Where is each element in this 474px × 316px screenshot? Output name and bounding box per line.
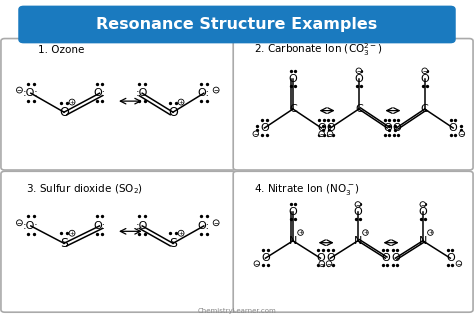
Text: O: O xyxy=(354,207,362,217)
Text: O: O xyxy=(289,207,297,217)
Text: O: O xyxy=(168,106,178,119)
Text: −: − xyxy=(319,261,324,266)
Text: −: − xyxy=(213,88,219,93)
Text: +: + xyxy=(363,230,368,235)
Text: O: O xyxy=(391,253,400,263)
Text: :O: :O xyxy=(136,88,148,98)
Text: N: N xyxy=(419,236,427,246)
Text: O: O xyxy=(420,74,429,84)
Text: C: C xyxy=(421,104,428,114)
Text: C: C xyxy=(289,104,297,114)
Text: 2. Carbonate Ion (CO$_3^{2-}$): 2. Carbonate Ion (CO$_3^{2-}$) xyxy=(254,41,382,58)
Text: C: C xyxy=(355,104,363,114)
Text: O: O xyxy=(419,207,427,217)
Text: −: − xyxy=(255,261,259,266)
Text: O: O xyxy=(59,106,69,119)
FancyBboxPatch shape xyxy=(233,171,473,312)
Text: S: S xyxy=(169,237,177,250)
Text: −: − xyxy=(254,131,258,136)
Text: :O:: :O: xyxy=(23,88,39,98)
Text: −: − xyxy=(356,202,360,207)
Text: +: + xyxy=(428,230,433,235)
Text: −: − xyxy=(328,131,332,136)
Text: −: − xyxy=(213,220,219,225)
FancyBboxPatch shape xyxy=(1,171,236,312)
Text: N: N xyxy=(289,236,297,246)
Text: −: − xyxy=(456,261,461,266)
Text: +: + xyxy=(69,231,75,236)
Text: −: − xyxy=(420,202,425,207)
Text: O: O xyxy=(317,123,326,133)
Text: 3. Sulfur dioxide (SO$_2$): 3. Sulfur dioxide (SO$_2$) xyxy=(26,183,143,197)
Text: O: O xyxy=(316,253,325,263)
Text: O: O xyxy=(392,123,401,133)
Text: 4. Nitrate Ion (NO$_3^-$): 4. Nitrate Ion (NO$_3^-$) xyxy=(254,182,360,197)
Text: O: O xyxy=(446,253,455,263)
Text: O: O xyxy=(289,74,297,84)
Text: S: S xyxy=(60,237,68,250)
Text: Resonance Structure Examples: Resonance Structure Examples xyxy=(96,16,378,32)
Text: −: − xyxy=(319,131,324,136)
Text: −: − xyxy=(422,68,427,73)
FancyBboxPatch shape xyxy=(19,6,455,43)
Text: ChemistryLearner.com: ChemistryLearner.com xyxy=(198,308,276,314)
Text: −: − xyxy=(327,261,331,266)
Text: −: − xyxy=(356,68,361,73)
Text: O:: O: xyxy=(93,88,106,98)
Text: O:: O: xyxy=(198,221,210,231)
Text: O: O xyxy=(261,253,270,263)
FancyBboxPatch shape xyxy=(233,39,473,170)
Text: :O: :O xyxy=(136,221,148,231)
Text: +: + xyxy=(69,100,75,105)
Text: +: + xyxy=(298,230,303,235)
Text: −: − xyxy=(460,131,464,136)
Text: O: O xyxy=(381,253,390,263)
Text: :O:: :O: xyxy=(23,221,39,231)
Text: O: O xyxy=(260,123,269,133)
Text: O: O xyxy=(326,123,335,133)
Text: −: − xyxy=(17,220,22,225)
Text: 1. Ozone: 1. Ozone xyxy=(38,45,84,55)
Text: O: O xyxy=(383,123,392,133)
Text: N: N xyxy=(354,236,362,246)
Text: −: − xyxy=(17,88,22,93)
Text: O:: O: xyxy=(93,221,106,231)
Text: +: + xyxy=(178,100,184,105)
Text: +: + xyxy=(178,231,184,236)
Text: O: O xyxy=(449,123,457,133)
Text: O: O xyxy=(326,253,335,263)
FancyBboxPatch shape xyxy=(1,39,236,170)
Text: O:: O: xyxy=(198,88,210,98)
Text: O: O xyxy=(355,74,363,84)
